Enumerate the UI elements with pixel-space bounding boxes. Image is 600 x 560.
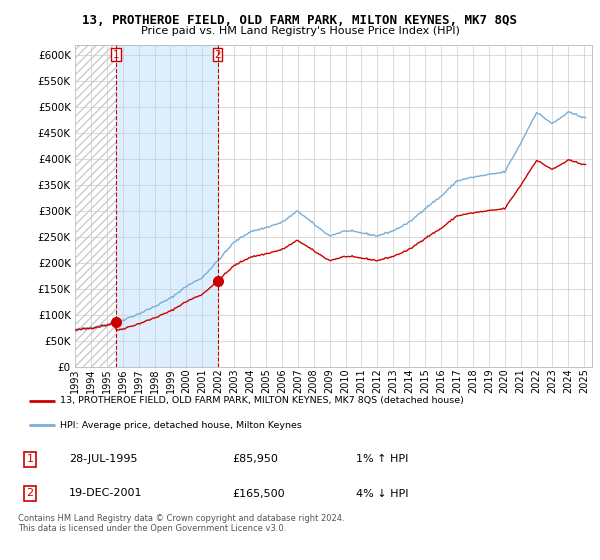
Text: Contains HM Land Registry data © Crown copyright and database right 2024.
This d: Contains HM Land Registry data © Crown c… — [18, 514, 344, 534]
Text: 1: 1 — [26, 454, 34, 464]
Text: £165,500: £165,500 — [232, 488, 285, 498]
Bar — [116, 45, 218, 367]
Text: HPI: Average price, detached house, Milton Keynes: HPI: Average price, detached house, Milt… — [60, 421, 302, 430]
Text: £85,950: £85,950 — [232, 454, 278, 464]
Text: 28-JUL-1995: 28-JUL-1995 — [69, 454, 137, 464]
Text: 13, PROTHEROE FIELD, OLD FARM PARK, MILTON KEYNES, MK7 8QS (detached house): 13, PROTHEROE FIELD, OLD FARM PARK, MILT… — [60, 396, 464, 405]
Text: Price paid vs. HM Land Registry's House Price Index (HPI): Price paid vs. HM Land Registry's House … — [140, 26, 460, 36]
Text: 4% ↓ HPI: 4% ↓ HPI — [356, 488, 409, 498]
Text: 19-DEC-2001: 19-DEC-2001 — [69, 488, 142, 498]
Text: 13, PROTHEROE FIELD, OLD FARM PARK, MILTON KEYNES, MK7 8QS: 13, PROTHEROE FIELD, OLD FARM PARK, MILT… — [83, 14, 517, 27]
Text: 2: 2 — [214, 50, 221, 59]
Text: 1: 1 — [113, 50, 119, 59]
Text: 2: 2 — [26, 488, 34, 498]
Text: 1% ↑ HPI: 1% ↑ HPI — [356, 454, 409, 464]
